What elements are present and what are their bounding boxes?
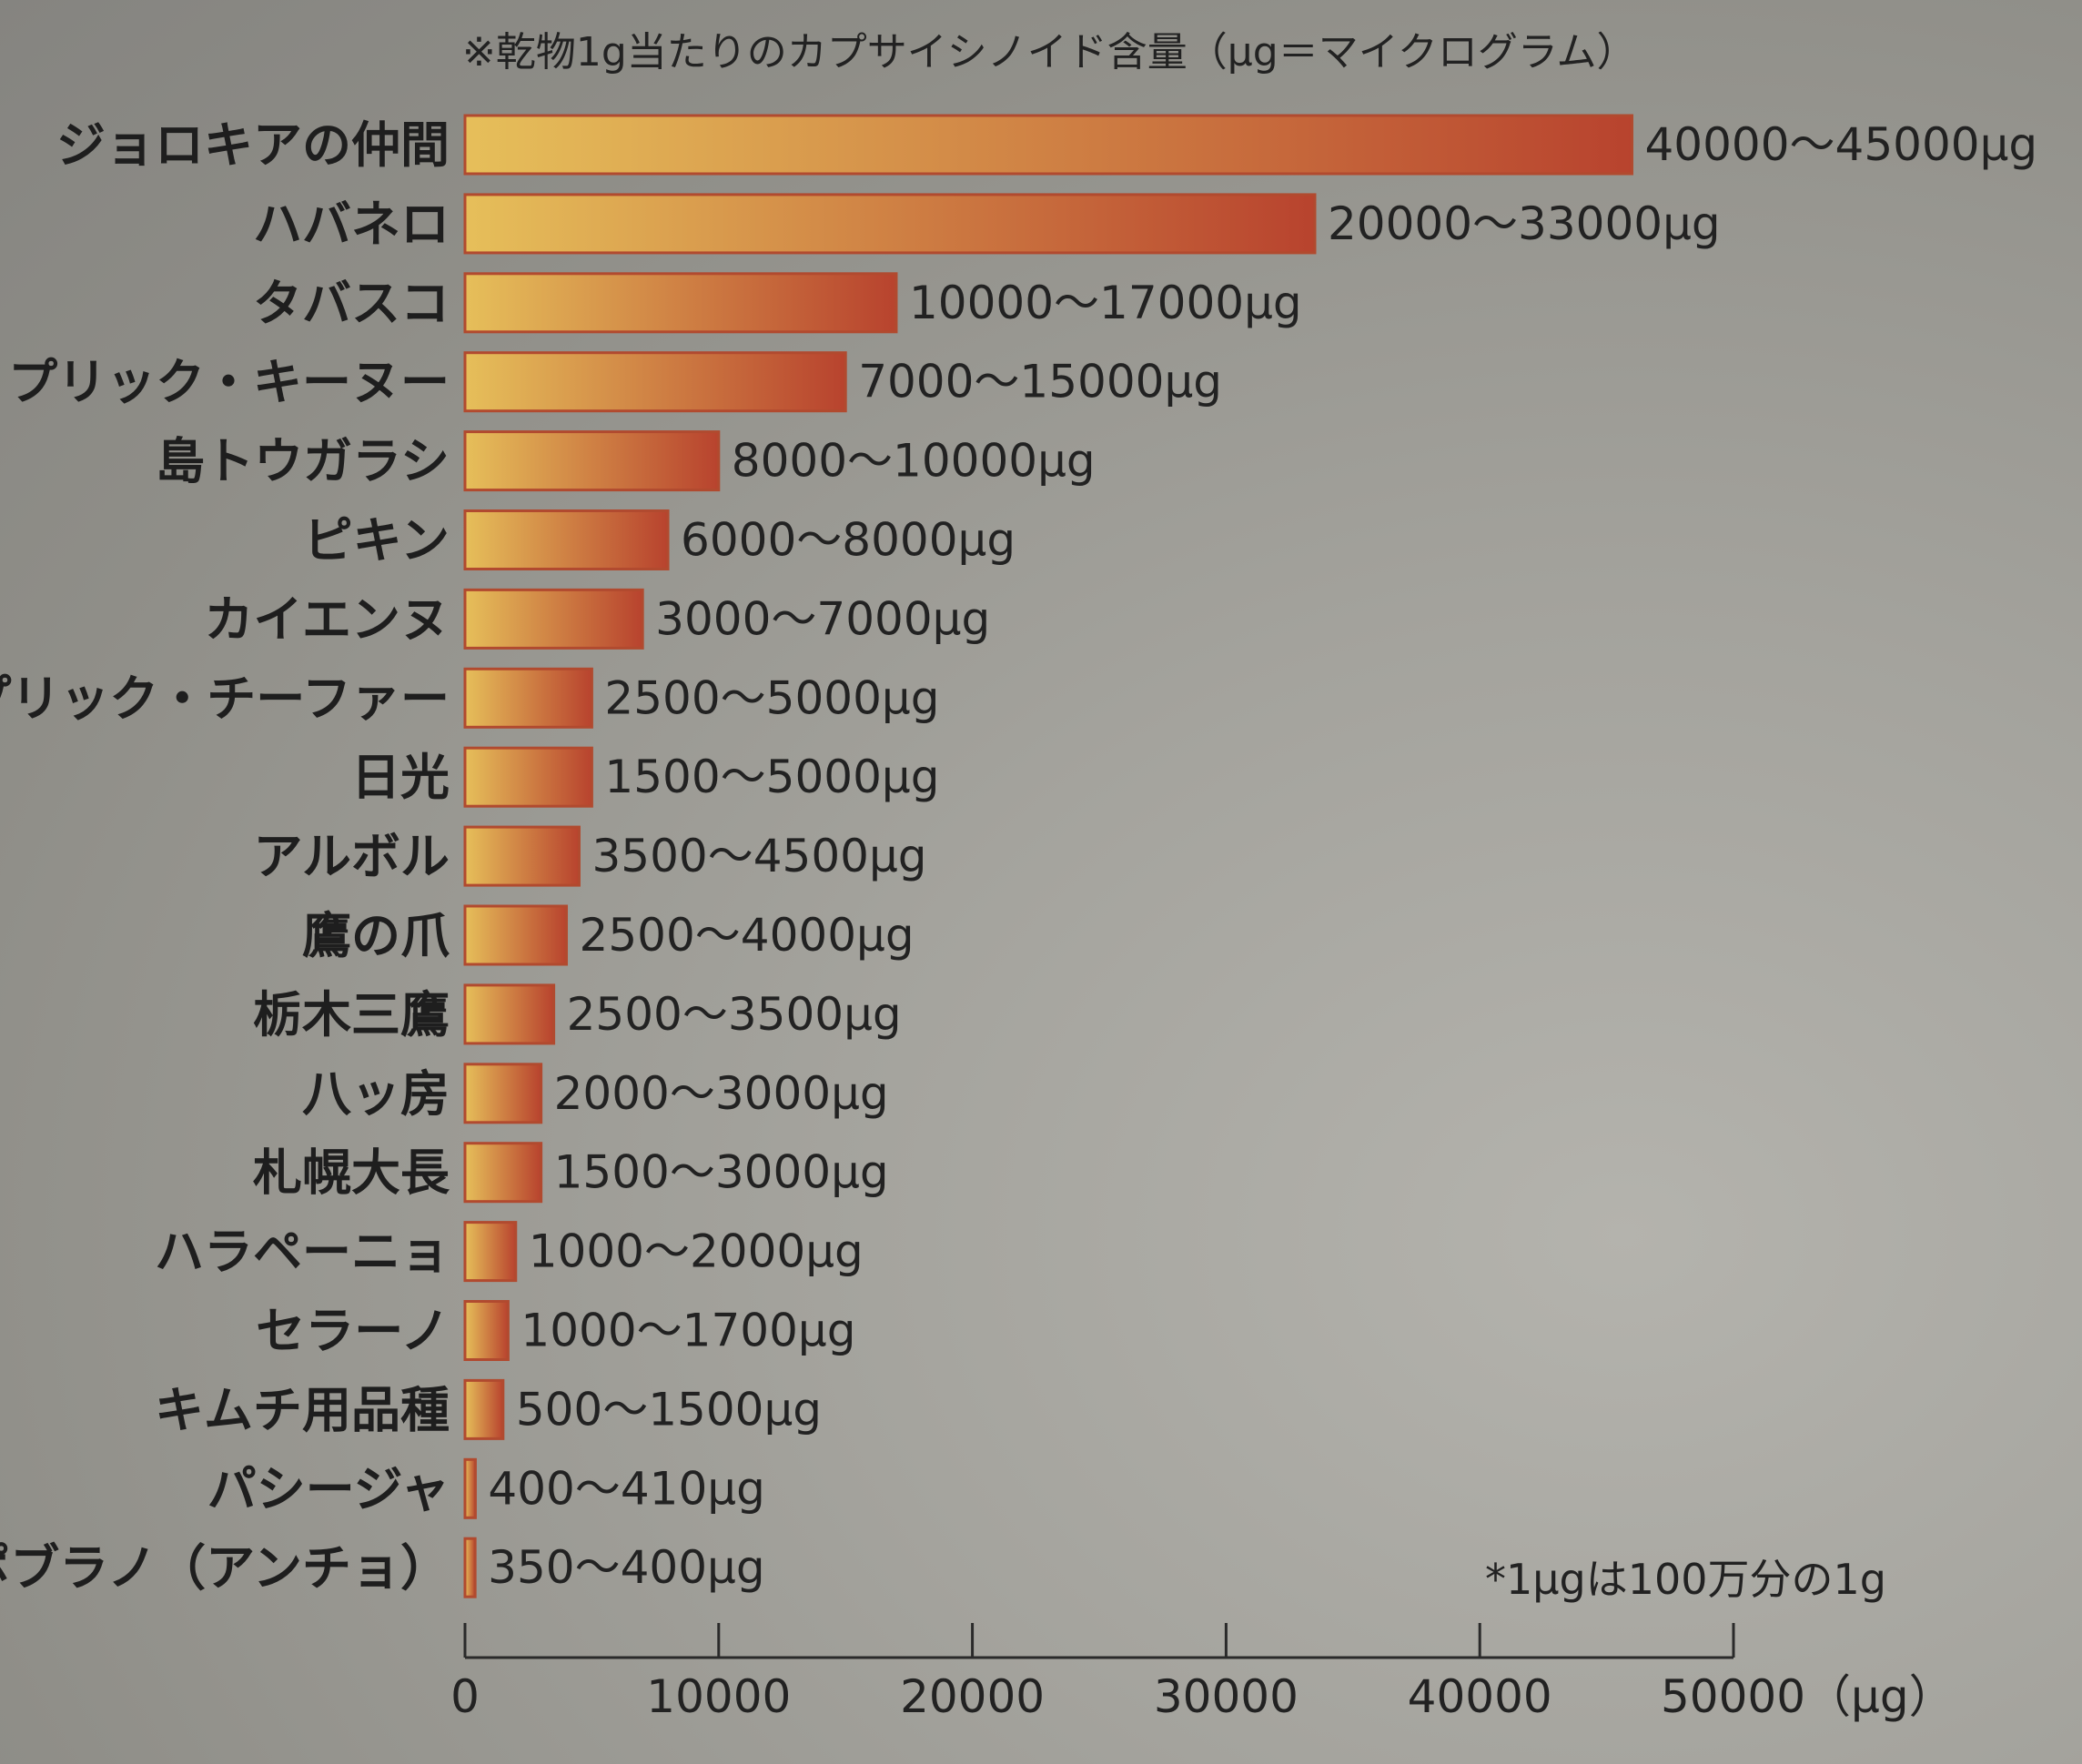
value-label: 20000～33000μg xyxy=(1328,197,1721,250)
value-label: 7000～15000μg xyxy=(858,356,1222,408)
category-label: アルボル xyxy=(254,828,450,885)
bar-row: ハラペーニョ 1000～2000μg xyxy=(155,1221,864,1283)
category-label: 八ッ房 xyxy=(302,1065,450,1123)
category-label: ポブラノ（アンチョ） xyxy=(0,1539,450,1597)
category-label: 島トウガラシ xyxy=(156,433,450,490)
x-tick-label: 30000 xyxy=(1154,1670,1299,1723)
category-label: ピキン xyxy=(304,512,450,570)
value-label: 1500～3000μg xyxy=(554,1146,889,1199)
value-label: 3500～4500μg xyxy=(591,830,926,882)
x-tick-label: 10000 xyxy=(646,1670,791,1723)
bar xyxy=(463,272,898,334)
bar-row: 栃木三鷹 2500～3500μg xyxy=(253,983,902,1045)
bar xyxy=(463,904,569,966)
bar-row: プリック・キーヌー 7000～15000μg xyxy=(8,351,1222,413)
bar-row: ジョロキアの仲間 40000～45000μg xyxy=(56,114,2037,176)
bar xyxy=(463,983,556,1045)
category-label: 栃木三鷹 xyxy=(253,986,450,1043)
x-tick-label: 0 xyxy=(450,1670,480,1723)
bar-row: ポブラノ（アンチョ） 350～400μg xyxy=(0,1537,765,1598)
bar-row: 日光 1500～5000μg xyxy=(351,746,939,808)
bar-row: カイエンヌ 3000～7000μg xyxy=(205,588,990,650)
value-label: 1000～1700μg xyxy=(520,1305,855,1357)
x-tick-label: 40000 xyxy=(1408,1670,1552,1723)
value-label: 500～1500μg xyxy=(516,1383,822,1436)
chart-title: ※乾物1g当たりのカプサイシノイド含量（μg＝マイクログラム） xyxy=(462,29,1637,76)
bar-row: プリック・チーファー 2500～5000μg xyxy=(0,667,939,729)
bar xyxy=(463,746,593,808)
value-label: 40000～45000μg xyxy=(1644,118,2037,171)
category-label: ジョロキアの仲間 xyxy=(56,116,450,174)
category-label: カイエンヌ xyxy=(205,590,450,648)
bar-row: キムチ用品種 500～1500μg xyxy=(155,1378,822,1440)
category-label: タバスコ xyxy=(253,275,450,332)
category-label: 鷹の爪 xyxy=(302,907,450,964)
value-label: 8000～10000μg xyxy=(732,435,1096,488)
bar xyxy=(463,509,670,570)
bar xyxy=(463,825,581,887)
x-tick-label: 20000 xyxy=(900,1670,1045,1723)
bar xyxy=(463,1300,510,1361)
value-label: 10000～17000μg xyxy=(909,277,1302,329)
category-label: キムチ用品種 xyxy=(155,1381,450,1438)
bar-row: 札幌大長 1500～3000μg xyxy=(253,1142,889,1204)
category-label: ハバネロ xyxy=(253,196,450,253)
category-label: ハラペーニョ xyxy=(155,1224,450,1281)
bar xyxy=(463,1378,505,1440)
value-label: 1500～5000μg xyxy=(604,751,939,803)
bar-row: セラーノ 1000～1700μg xyxy=(256,1300,855,1361)
category-label: プリック・キーヌー xyxy=(8,354,450,411)
bar xyxy=(463,1063,543,1124)
category-label: パシージャ xyxy=(207,1460,450,1517)
bar xyxy=(463,588,644,650)
bar xyxy=(463,430,721,492)
bar xyxy=(463,1537,477,1598)
category-label: プリック・チーファー xyxy=(0,670,450,727)
value-label: 350～400μg xyxy=(488,1541,764,1594)
bar-row: 島トウガラシ 8000～10000μg xyxy=(156,430,1096,492)
category-label: 日光 xyxy=(351,749,450,806)
bar xyxy=(463,114,1633,176)
bar xyxy=(463,1221,518,1283)
value-label: 1000～2000μg xyxy=(529,1225,864,1278)
value-label: 2000～3000μg xyxy=(554,1067,889,1120)
bar xyxy=(463,351,847,413)
bar-row: アルボル 3500～4500μg xyxy=(254,825,927,887)
bar-row: ハバネロ 20000～33000μg xyxy=(253,193,1721,255)
value-label: 2500～4000μg xyxy=(580,909,915,962)
bar xyxy=(463,193,1317,255)
bar xyxy=(463,1142,543,1204)
bar-row: タバスコ 10000～17000μg xyxy=(253,272,1302,334)
x-axis: 0 10000 20000 30000 40000 50000（μg） xyxy=(450,1623,1955,1723)
bar-row: 鷹の爪 2500～4000μg xyxy=(302,904,915,966)
bar-row: 八ッ房 2000～3000μg xyxy=(302,1063,889,1124)
category-label: 札幌大長 xyxy=(253,1144,450,1202)
bar xyxy=(463,667,593,729)
bar-row: パシージャ 400～410μg xyxy=(207,1457,765,1519)
value-label: 6000～8000μg xyxy=(681,514,1016,567)
bar-row: ピキン 6000～8000μg xyxy=(304,509,1016,570)
value-label: 2500～5000μg xyxy=(604,671,939,724)
value-label: 400～410μg xyxy=(488,1462,764,1515)
x-tick-label: 50000（μg） xyxy=(1661,1670,1955,1723)
chart-note: *1μgは100万分の1g xyxy=(1485,1555,1886,1604)
value-label: 2500～3500μg xyxy=(567,988,902,1041)
bar xyxy=(463,1457,477,1519)
value-label: 3000～7000μg xyxy=(655,592,990,645)
category-label: セラーノ xyxy=(256,1303,450,1360)
bars-layer: ジョロキアの仲間 40000～45000μg ハバネロ 20000～33000μg タバ… xyxy=(0,114,2037,1598)
